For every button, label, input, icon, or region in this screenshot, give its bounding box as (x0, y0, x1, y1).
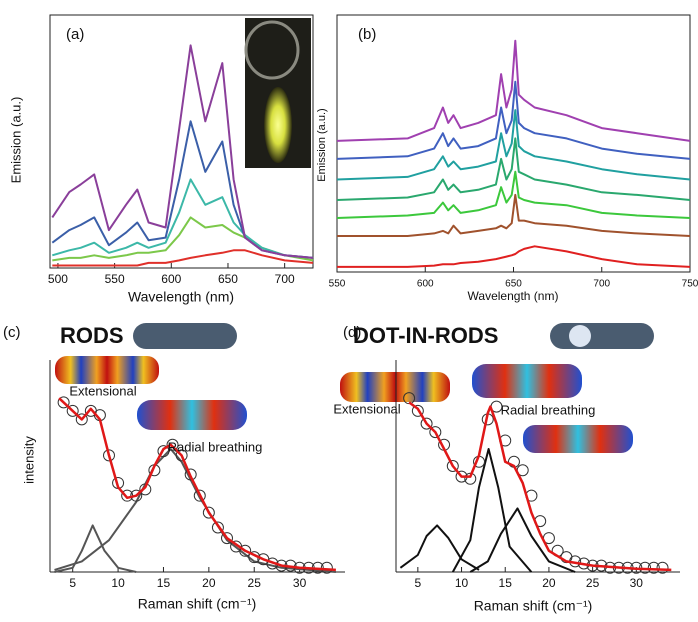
x-tick-label: 30 (293, 576, 307, 590)
x-axis-label: Raman shift (cm⁻¹) (474, 598, 593, 614)
annotation: Extensional (333, 401, 400, 416)
x-tick-label: 5 (415, 576, 422, 590)
mode-image (137, 400, 247, 430)
mode-image (523, 425, 633, 453)
data-point (139, 483, 152, 496)
x-tick-label: 15 (499, 576, 513, 590)
data-point (75, 413, 88, 426)
plot-frame (49, 14, 314, 269)
data-point (239, 544, 252, 557)
series-line (54, 524, 137, 573)
series-line (336, 137, 691, 201)
data-point (429, 426, 442, 439)
data-point (320, 561, 333, 574)
data-point (57, 396, 70, 409)
x-tick-label: 600 (417, 279, 434, 290)
x-tick-label: 600 (161, 272, 181, 286)
series-line (336, 80, 691, 160)
x-tick-label: 20 (542, 576, 556, 590)
x-tick-label: 500 (48, 272, 68, 286)
series-line (52, 216, 314, 262)
x-tick-label: 750 (682, 279, 698, 290)
series-line (336, 170, 691, 219)
data-point (446, 460, 459, 472)
series-line (469, 507, 576, 573)
data-point (157, 445, 170, 458)
inset-glow (264, 87, 292, 163)
series-line (337, 245, 691, 268)
series-line (336, 109, 691, 181)
data-point (420, 417, 433, 430)
x-tick-label: 25 (586, 576, 600, 590)
x-tick-label: 550 (105, 272, 125, 286)
x-axis-label: Wavelength (nm) (468, 289, 559, 303)
annotation: Radial breathing (168, 439, 263, 454)
x-tick-label: 10 (455, 576, 469, 590)
series-line (52, 178, 314, 259)
data-point (464, 472, 477, 485)
data-point (211, 521, 224, 534)
data-point (184, 468, 197, 481)
data-point (656, 561, 669, 574)
data-point (221, 532, 233, 545)
panel-label: (b) (358, 26, 376, 43)
data-point (103, 449, 115, 462)
mode-image (55, 356, 159, 384)
x-tick-label: 10 (111, 576, 125, 590)
data-point (193, 489, 206, 502)
series-line (451, 448, 533, 573)
series-line (58, 397, 336, 572)
annotation: Radial breathing (501, 402, 596, 417)
x-tick-label: 15 (157, 576, 171, 590)
x-tick-label: 700 (275, 272, 295, 286)
data-point (175, 449, 188, 462)
annotation: Extensional (69, 383, 136, 398)
x-tick-label: 30 (630, 576, 644, 590)
series-line (337, 193, 691, 237)
y-axis-label: Emission (a.u.) (8, 97, 23, 184)
x-axis-label: Wavelength (nm) (128, 289, 234, 305)
inset-ring (244, 20, 300, 80)
dot-icon (569, 325, 591, 347)
rod-icon (133, 323, 237, 349)
panel-label: (a) (66, 26, 84, 43)
data-point (66, 404, 79, 417)
mode-image (472, 364, 582, 398)
x-tick-label: 20 (202, 576, 216, 590)
series-line (408, 401, 672, 572)
dot-rod-icon (550, 323, 654, 349)
data-point (202, 506, 215, 519)
panel-title: RODS (60, 323, 124, 348)
x-tick-label: 650 (505, 279, 522, 290)
series-line (52, 249, 314, 267)
x-tick-label: 700 (593, 279, 610, 290)
x-tick-label: 5 (69, 576, 76, 590)
y-axis-label: intensity (21, 436, 36, 484)
panel-label: (c) (3, 324, 21, 341)
mode-image (340, 372, 450, 402)
series-line (336, 39, 691, 142)
data-point (647, 561, 660, 574)
x-axis-label: Raman shift (cm⁻¹) (138, 596, 257, 612)
series-line (399, 524, 480, 571)
panel-label: (d) (343, 324, 361, 341)
series-line (54, 448, 336, 573)
data-point (411, 404, 424, 417)
x-tick-label: 550 (329, 279, 346, 290)
x-tick-label: 25 (248, 576, 262, 590)
data-point (130, 489, 143, 502)
panel-title: DOT-IN-RODS (353, 323, 498, 348)
y-axis-label: Emission (a.u.) (316, 108, 328, 181)
x-tick-label: 650 (218, 272, 238, 286)
series-line (51, 44, 314, 259)
data-point (166, 438, 179, 451)
